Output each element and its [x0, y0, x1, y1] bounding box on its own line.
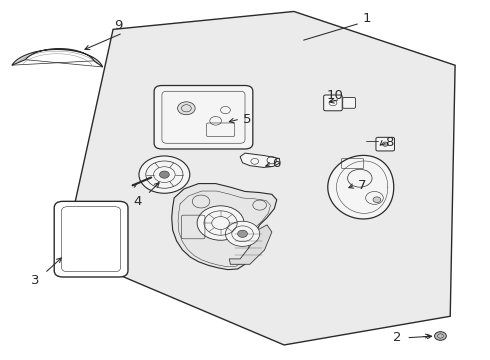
- Polygon shape: [64, 12, 455, 345]
- Text: 1: 1: [363, 12, 371, 25]
- Text: 4: 4: [133, 195, 142, 208]
- Circle shape: [139, 156, 190, 193]
- Polygon shape: [12, 49, 102, 67]
- Circle shape: [177, 102, 195, 115]
- Circle shape: [373, 197, 381, 203]
- Circle shape: [382, 142, 388, 146]
- Polygon shape: [229, 225, 272, 264]
- Text: 7: 7: [358, 179, 367, 192]
- Polygon shape: [240, 153, 280, 167]
- Text: 2: 2: [393, 331, 401, 344]
- Text: 10: 10: [327, 89, 344, 102]
- Text: 9: 9: [114, 19, 122, 32]
- Circle shape: [159, 171, 169, 178]
- Text: 5: 5: [243, 113, 252, 126]
- Polygon shape: [172, 184, 277, 270]
- Circle shape: [238, 230, 247, 237]
- Polygon shape: [328, 156, 394, 219]
- Text: 8: 8: [385, 136, 393, 149]
- FancyBboxPatch shape: [376, 137, 394, 151]
- Circle shape: [197, 206, 244, 240]
- FancyBboxPatch shape: [343, 98, 355, 108]
- Text: 3: 3: [31, 274, 39, 287]
- Circle shape: [435, 332, 446, 340]
- Circle shape: [225, 221, 260, 246]
- FancyBboxPatch shape: [324, 95, 342, 111]
- FancyBboxPatch shape: [154, 86, 253, 149]
- Text: 6: 6: [272, 157, 281, 170]
- FancyBboxPatch shape: [54, 201, 128, 277]
